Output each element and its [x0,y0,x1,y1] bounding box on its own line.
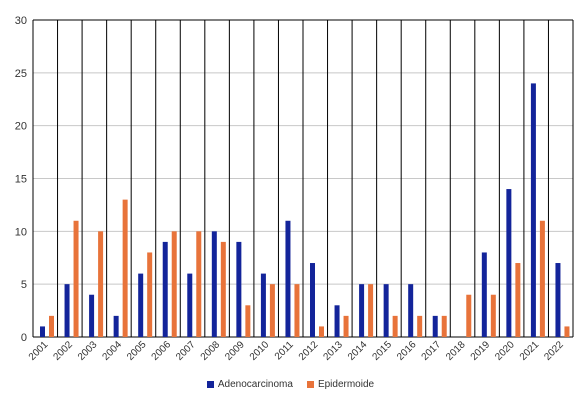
x-tick-label: 2022 [542,339,566,363]
x-tick-label: 2020 [493,339,517,363]
bar-adenocarcinoma-2014 [359,284,365,337]
bar-epidermoide-2020 [515,263,521,337]
bar-epidermoide-2004 [122,199,128,337]
x-tick-label: 2006 [150,339,174,363]
x-tick-label: 2005 [125,339,149,363]
bar-adenocarcinoma-2015 [383,284,389,337]
bar-epidermoide-2021 [539,220,545,337]
legend-swatch-epidermoide [306,381,314,388]
legend-label-adenocarcinoma: Adenocarcinoma [217,379,293,390]
x-tick-label: 2008 [199,339,223,363]
bar-epidermoide-2007 [196,231,202,337]
bar-epidermoide-2015 [392,315,398,337]
bar-adenocarcinoma-2008 [211,231,217,337]
bar-epidermoide-2005 [147,252,153,337]
x-tick-label: 2015 [371,339,395,363]
x-tick-label: 2019 [469,339,493,363]
bar-epidermoide-2016 [417,315,423,337]
bar-epidermoide-2001 [49,315,54,337]
bar-adenocarcinoma-2011 [285,220,291,337]
x-tick-label: 2010 [248,339,272,363]
y-tick-label: 20 [15,121,27,133]
legend-swatch-adenocarcinoma [206,381,214,388]
x-tick-label: 2007 [174,339,198,363]
y-tick-label: 15 [15,174,27,186]
bar-adenocarcinoma-2021 [530,83,536,338]
bar-adenocarcinoma-2009 [236,241,242,337]
bar-epidermoide-2003 [98,231,104,337]
bar-adenocarcinoma-2006 [162,241,168,337]
bar-adenocarcinoma-2016 [408,284,414,337]
bar-adenocarcinoma-2002 [64,284,70,337]
bar-epidermoide-2002 [73,220,79,337]
x-tick-label: 2009 [223,339,247,363]
x-tick-label: 2017 [420,339,444,363]
bar-epidermoide-2006 [171,231,177,337]
x-tick-label: 2004 [101,339,125,363]
bar-adenocarcinoma-2013 [334,305,340,337]
bar-adenocarcinoma-2022 [555,263,561,337]
legend-item-epidermoide: Epidermoide [306,379,375,390]
x-tick-label: 2018 [444,339,468,363]
bar-adenocarcinoma-2001 [40,326,45,337]
bar-epidermoide-2010 [269,284,275,337]
y-tick-label: 5 [21,279,27,291]
bar-adenocarcinoma-2020 [506,189,512,337]
bar-adenocarcinoma-2017 [432,315,438,337]
bar-epidermoide-2014 [368,284,374,337]
y-tick-label: 10 [15,226,27,238]
x-tick-label: 2012 [297,339,321,363]
bar-epidermoide-2011 [294,284,300,337]
bar-adenocarcinoma-2004 [113,315,119,337]
bar-epidermoide-2008 [220,241,226,337]
x-tick-label: 2003 [76,339,100,363]
legend-item-adenocarcinoma: Adenocarcinoma [206,379,293,390]
legend: Adenocarcinoma Epidermoide [0,379,581,390]
x-tick-label: 2013 [321,339,345,363]
bar-epidermoide-2018 [466,294,472,337]
bar-adenocarcinoma-2012 [310,263,315,337]
bar-epidermoide-2012 [319,326,324,337]
bar-epidermoide-2022 [564,326,570,337]
bar-adenocarcinoma-2005 [138,273,144,337]
y-tick-label: 0 [21,332,27,344]
bar-adenocarcinoma-2003 [89,294,95,337]
x-tick-label: 2021 [518,339,542,363]
bar-epidermoide-2013 [343,315,349,337]
y-tick-label: 30 [15,15,27,27]
x-tick-label: 2016 [395,339,419,363]
x-tick-label: 2001 [27,339,51,363]
x-tick-label: 2014 [346,339,370,363]
legend-label-epidermoide: Epidermoide [317,379,375,390]
x-tick-label: 2002 [51,339,75,363]
bar-epidermoide-2009 [245,305,251,337]
bar-adenocarcinoma-2019 [481,252,487,337]
bar-epidermoide-2017 [441,315,447,337]
bar-epidermoide-2019 [490,294,496,337]
bar-adenocarcinoma-2010 [260,273,266,337]
x-tick-label: 2011 [273,339,296,362]
bar-adenocarcinoma-2007 [187,273,193,337]
y-tick-label: 25 [15,68,27,80]
